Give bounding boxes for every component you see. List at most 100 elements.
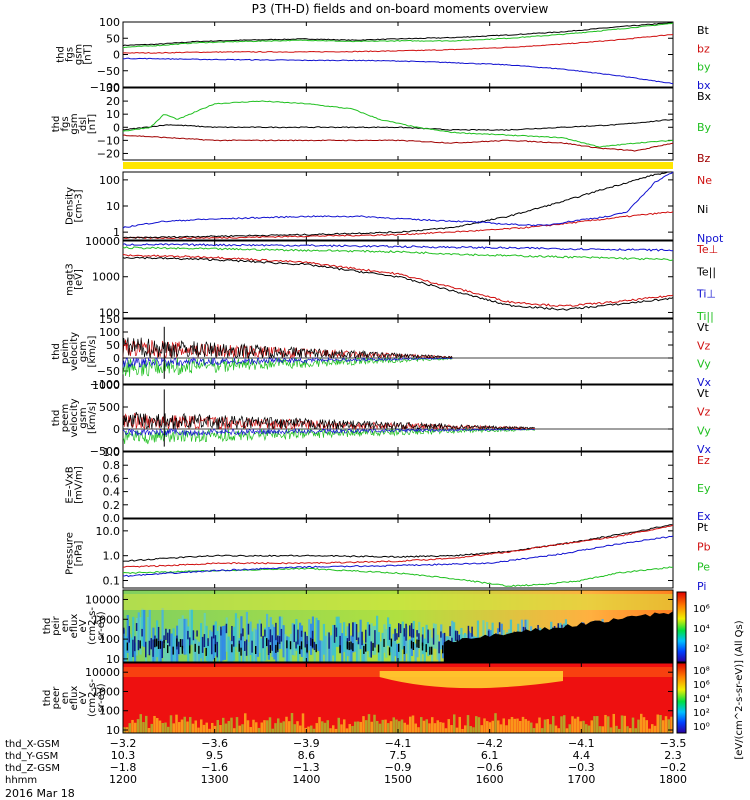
spectrogram-cell bbox=[178, 722, 181, 733]
spectrogram-cell bbox=[200, 719, 203, 733]
y-axis-label: [nPa] bbox=[74, 540, 85, 566]
spectrogram-cell bbox=[134, 636, 136, 652]
y-tick-label: 0.1 bbox=[103, 575, 121, 588]
spectrogram-cell bbox=[291, 623, 294, 655]
spectrogram-cell bbox=[335, 627, 338, 637]
spectrogram-cell bbox=[469, 726, 472, 733]
series-ti⊥ bbox=[122, 243, 674, 252]
spectrogram-cell bbox=[363, 645, 365, 654]
y-tick-label: 10 bbox=[106, 108, 120, 121]
spectrogram-cell bbox=[425, 644, 427, 653]
y-axis-label: eV bbox=[78, 691, 89, 704]
y-axis-label: [cm-3] bbox=[74, 189, 85, 222]
spectrogram-cell bbox=[396, 643, 399, 672]
spectrogram-cell bbox=[574, 718, 577, 733]
legend-vx: Vx bbox=[697, 376, 712, 389]
panel-efield: 1.00.80.60.40.20.0 E=-VxB[mV/m] Ez Ey Ex bbox=[65, 446, 711, 525]
panel-temps: 10000 1000 100 magt3[eV] Te⊥ Te|| Ti⊥ Ti|| bbox=[65, 235, 719, 323]
spectrogram-cell bbox=[486, 621, 489, 647]
spectrogram-cell bbox=[164, 722, 167, 733]
spectrogram-cell bbox=[385, 629, 388, 658]
spectrogram-cell bbox=[128, 723, 131, 733]
panel-frame bbox=[122, 171, 674, 241]
spectrogram-cell bbox=[389, 721, 393, 733]
spectrogram-cell bbox=[494, 713, 497, 733]
spectrogram-cell bbox=[363, 643, 366, 673]
spectrogram-cell bbox=[436, 634, 439, 660]
spectrogram-cell bbox=[372, 642, 374, 651]
spectrogram-cell bbox=[159, 639, 162, 677]
spectrogram-cell bbox=[414, 723, 417, 733]
series-ti|| bbox=[122, 246, 674, 262]
spectrogram-cell bbox=[477, 717, 481, 733]
axis-row-value: 10.3 bbox=[111, 749, 136, 762]
spectrogram-cell bbox=[202, 724, 206, 733]
spectrogram-cell bbox=[224, 723, 228, 733]
spectrogram-cell bbox=[434, 623, 437, 649]
spectrogram-cell bbox=[205, 647, 207, 656]
spectrogram-cell bbox=[157, 626, 160, 641]
spectrogram-cell bbox=[218, 625, 221, 661]
y-tick-label: 0.2 bbox=[103, 499, 121, 512]
spectrogram-cell bbox=[340, 724, 343, 733]
spectrogram-cell bbox=[387, 617, 390, 646]
spectrogram-cell bbox=[482, 620, 485, 646]
spectrogram-cell bbox=[262, 636, 265, 670]
y-axis-label: fgs bbox=[65, 47, 76, 62]
series-te|| bbox=[122, 256, 674, 311]
legend-bt: Bt bbox=[697, 24, 710, 37]
y-axis-label: [km/s] bbox=[87, 402, 98, 434]
spectrogram-cell bbox=[392, 633, 395, 663]
spectrogram-cell bbox=[348, 643, 351, 674]
spectrogram-cell bbox=[241, 724, 244, 733]
spectrogram-cell bbox=[345, 728, 349, 733]
axis-row-value: −0.2 bbox=[660, 761, 687, 774]
y-tick-label: −50 bbox=[97, 365, 120, 378]
y-tick-label: 10.0 bbox=[96, 525, 121, 538]
spectrogram-cell bbox=[137, 639, 140, 651]
spectrogram-cell bbox=[145, 715, 148, 733]
spectrogram-cell bbox=[538, 717, 541, 733]
spectrogram-cell bbox=[438, 641, 441, 667]
spectrogram-cell bbox=[370, 721, 373, 733]
spectrogram-cell bbox=[579, 721, 582, 733]
spectrogram-cell bbox=[333, 624, 336, 643]
spectrogram-cell bbox=[179, 618, 183, 655]
spectrogram-cell bbox=[601, 726, 604, 733]
spectrogram-cell bbox=[306, 640, 309, 672]
spectrogram-cell bbox=[488, 722, 492, 733]
spectrogram-cell bbox=[275, 637, 278, 671]
velocity-trace bbox=[122, 427, 535, 445]
spectrogram-cell bbox=[167, 645, 169, 654]
legend-vx: Vx bbox=[697, 443, 712, 456]
spectrogram-cell bbox=[451, 620, 454, 646]
spectrogram-cell bbox=[626, 726, 629, 733]
spectrogram-cell bbox=[225, 623, 228, 634]
spectrogram-cell bbox=[145, 641, 148, 679]
spectrogram-cell bbox=[208, 728, 211, 733]
spectrogram-cell bbox=[216, 641, 218, 658]
spectrogram-cell bbox=[244, 713, 247, 733]
y-axis-label: (cm2-s- bbox=[87, 679, 98, 717]
legend-npot: Npot bbox=[697, 232, 724, 245]
spectrogram-cell bbox=[244, 643, 247, 677]
spectrogram-cell bbox=[618, 728, 621, 733]
legend-te||: Te|| bbox=[696, 265, 716, 278]
spectrogram-cell bbox=[223, 625, 227, 660]
spectrogram-cell bbox=[194, 720, 197, 733]
spectrogram-cell bbox=[181, 639, 184, 649]
spectrogram-cell bbox=[453, 622, 456, 648]
y-tick-label: 100 bbox=[99, 326, 120, 339]
spectrogram-cell bbox=[334, 728, 338, 733]
axis-row-value: 1500 bbox=[384, 773, 412, 786]
spectrogram-cell bbox=[585, 724, 588, 733]
spectrogram-cell bbox=[352, 622, 354, 637]
velocity-trace bbox=[122, 337, 453, 360]
y-axis-label: eflux bbox=[69, 686, 80, 711]
spectrogram-cell bbox=[297, 629, 299, 645]
spectrogram-cell bbox=[333, 642, 337, 673]
spectrogram-cell bbox=[423, 638, 426, 666]
spectrogram-cell bbox=[388, 647, 391, 656]
spectrogram-cell bbox=[288, 721, 291, 733]
y-tick-label: 100 bbox=[99, 306, 120, 319]
